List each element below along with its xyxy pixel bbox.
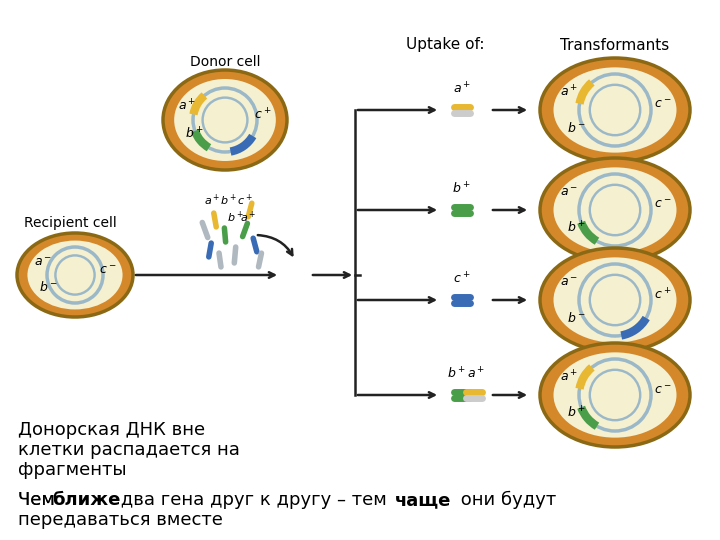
Text: $b^+$: $b^+$ xyxy=(567,406,587,421)
Ellipse shape xyxy=(554,353,677,437)
Ellipse shape xyxy=(27,240,122,309)
Text: $a^+$: $a^+$ xyxy=(178,98,196,113)
Text: $b^+ a^+$: $b^+ a^+$ xyxy=(447,367,485,382)
Text: клетки распадается на: клетки распадается на xyxy=(18,441,240,459)
Text: Recipient cell: Recipient cell xyxy=(24,216,117,230)
Text: $c^-$: $c^-$ xyxy=(654,383,672,396)
Ellipse shape xyxy=(174,79,276,161)
Text: два гена друг к другу – тем: два гена друг к другу – тем xyxy=(115,491,392,509)
Text: $c^-$: $c^-$ xyxy=(99,265,117,278)
Ellipse shape xyxy=(554,167,677,253)
Text: $b^+$: $b^+$ xyxy=(452,181,472,197)
Text: $c^-$: $c^-$ xyxy=(654,199,672,212)
Text: Transformants: Transformants xyxy=(560,37,670,52)
Text: Uptake of:: Uptake of: xyxy=(406,37,485,52)
Text: Чем: Чем xyxy=(18,491,60,509)
Text: передаваться вместе: передаваться вместе xyxy=(18,511,223,529)
Text: чаще: чаще xyxy=(395,491,451,509)
Text: $b^-$: $b^-$ xyxy=(567,311,587,325)
Text: $a^+$: $a^+$ xyxy=(204,193,220,208)
Ellipse shape xyxy=(540,343,690,447)
Text: $a^-$: $a^-$ xyxy=(34,256,52,269)
Ellipse shape xyxy=(554,258,677,343)
Text: $b^+$: $b^+$ xyxy=(227,210,243,225)
Ellipse shape xyxy=(540,58,690,162)
Ellipse shape xyxy=(554,68,677,153)
Text: $a^+$: $a^+$ xyxy=(453,82,471,97)
Text: $a^+$: $a^+$ xyxy=(560,84,578,100)
Ellipse shape xyxy=(17,233,133,317)
Ellipse shape xyxy=(540,248,690,352)
Text: $a^-$: $a^-$ xyxy=(560,186,578,199)
Text: фрагменты: фрагменты xyxy=(18,461,127,479)
Text: Donor cell: Donor cell xyxy=(190,55,260,69)
Text: Донорская ДНК вне: Донорская ДНК вне xyxy=(18,421,205,439)
Text: $b^+$: $b^+$ xyxy=(220,193,236,208)
Text: $a^+$: $a^+$ xyxy=(240,210,256,225)
Text: $c^-$: $c^-$ xyxy=(654,98,672,111)
Text: ближе: ближе xyxy=(52,491,120,509)
Text: $c^+$: $c^+$ xyxy=(237,193,253,208)
Text: $c^+$: $c^+$ xyxy=(453,272,471,287)
Text: $b^+$: $b^+$ xyxy=(186,126,204,141)
Text: $b^-$: $b^-$ xyxy=(40,280,58,294)
Text: $a^+$: $a^+$ xyxy=(560,369,578,384)
Text: Чем: Чем xyxy=(18,491,60,509)
Text: они будут: они будут xyxy=(455,491,557,509)
Text: $c^+$: $c^+$ xyxy=(254,107,271,123)
Ellipse shape xyxy=(163,70,287,170)
Text: $a^-$: $a^-$ xyxy=(560,275,578,288)
Text: $b^-$: $b^-$ xyxy=(567,121,587,135)
Ellipse shape xyxy=(540,158,690,262)
Text: $b^+$: $b^+$ xyxy=(567,220,587,235)
Text: $c^+$: $c^+$ xyxy=(654,287,672,302)
